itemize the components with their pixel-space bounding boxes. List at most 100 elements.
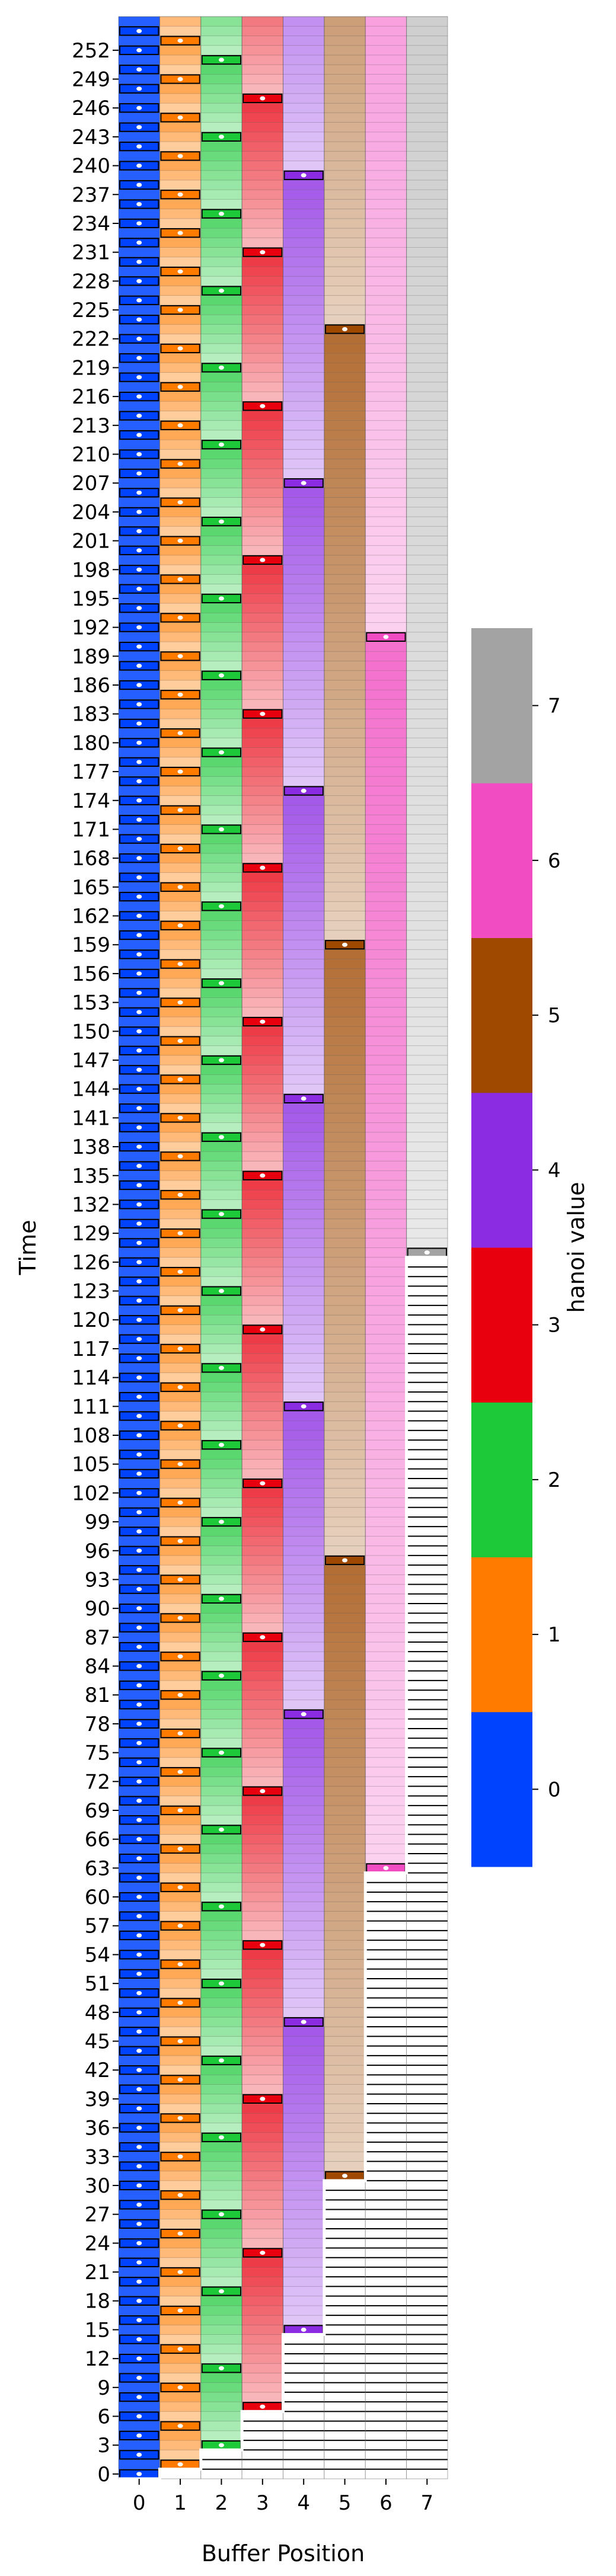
write-marker	[201, 1979, 242, 1989]
write-marker	[119, 1565, 159, 1575]
y-tick-label: 249	[72, 68, 110, 91]
y-tick-label: 129	[72, 1222, 110, 1246]
write-marker	[160, 920, 200, 930]
column-3	[241, 16, 283, 2479]
write-marker	[119, 372, 159, 382]
write-marker	[119, 103, 159, 113]
write-marker	[201, 824, 242, 834]
write-marker	[119, 1238, 159, 1248]
write-marker	[160, 1690, 200, 1700]
write-marker	[119, 584, 159, 594]
colorbar-tick-label: 7	[548, 695, 561, 718]
write-marker	[119, 2200, 159, 2210]
y-tick-label: 102	[72, 1481, 110, 1505]
write-marker	[160, 574, 200, 584]
write-marker	[119, 2065, 159, 2075]
y-tick-label: 198	[72, 558, 110, 582]
write-marker	[119, 1045, 159, 1055]
y-tick-label: 21	[85, 2261, 110, 2284]
write-marker	[283, 2325, 324, 2335]
write-marker	[242, 1324, 283, 1335]
y-tick-label: 90	[85, 1597, 110, 1621]
write-marker	[201, 1055, 242, 1065]
write-marker	[201, 2055, 242, 2066]
write-marker	[119, 315, 159, 325]
y-tick-label: 48	[85, 2001, 110, 2025]
write-marker	[119, 2296, 159, 2306]
y-tick-label: 27	[85, 2203, 110, 2227]
write-marker	[119, 1315, 159, 1325]
y-tick-label: 240	[72, 155, 110, 178]
write-marker	[160, 2075, 200, 2085]
write-marker	[201, 1209, 242, 1219]
write-marker	[119, 1930, 159, 1941]
y-tick-label: 222	[72, 328, 110, 351]
write-marker	[160, 2267, 200, 2277]
y-tick-label: 252	[72, 39, 110, 63]
write-marker	[119, 1757, 159, 1767]
write-marker	[119, 1738, 159, 1748]
write-marker	[160, 2190, 200, 2200]
x-tick-label: 2	[215, 2491, 228, 2515]
write-marker	[242, 1479, 283, 1489]
y-axis-ticks: 0369121518212427303336394245485154576063…	[72, 39, 119, 2487]
y-tick-label: 195	[72, 587, 110, 611]
y-tick-label: 135	[72, 1164, 110, 1188]
write-marker	[160, 2113, 200, 2123]
write-marker	[119, 795, 159, 805]
write-marker	[160, 536, 200, 546]
write-marker	[119, 1180, 159, 1191]
write-marker	[119, 891, 159, 902]
write-marker	[242, 401, 283, 411]
write-marker	[119, 1584, 159, 1594]
write-marker	[160, 1497, 200, 1508]
write-marker	[160, 843, 200, 854]
write-marker	[160, 805, 200, 815]
y-tick-label: 93	[85, 1568, 110, 1592]
write-marker	[119, 65, 159, 75]
write-marker	[160, 1036, 200, 1046]
write-marker	[160, 1382, 200, 1392]
write-marker	[201, 1748, 242, 1758]
y-tick-label: 141	[72, 1106, 110, 1130]
write-marker	[119, 545, 159, 555]
write-marker	[201, 2440, 242, 2450]
write-marker	[201, 901, 242, 911]
write-marker	[201, 978, 242, 988]
colorbar-tick-label: 4	[548, 1159, 561, 1182]
y-tick-label: 9	[97, 2376, 110, 2400]
x-tick-label: 4	[297, 2491, 310, 2515]
write-markers	[119, 26, 447, 2479]
write-marker	[160, 1805, 200, 1816]
y-tick-label: 156	[72, 962, 110, 986]
write-marker	[119, 1468, 159, 1479]
y-tick-label: 111	[72, 1395, 110, 1419]
write-marker	[119, 449, 159, 459]
write-marker	[119, 2161, 159, 2171]
write-marker	[242, 1016, 283, 1027]
write-marker	[119, 1719, 159, 1729]
write-marker	[119, 2373, 159, 2383]
x-axis-label: Buffer Position	[202, 2540, 365, 2567]
write-marker	[119, 257, 159, 267]
y-tick-label: 39	[85, 2088, 110, 2111]
write-marker	[242, 93, 283, 104]
write-marker	[119, 2142, 159, 2152]
write-marker	[160, 1151, 200, 1161]
write-marker	[119, 1353, 159, 1364]
write-marker	[160, 497, 200, 507]
write-marker	[119, 1950, 159, 1960]
y-tick-label: 165	[72, 876, 110, 900]
write-marker	[119, 699, 159, 709]
write-marker	[119, 2104, 159, 2114]
colorbar-label: hanoi value	[563, 1182, 589, 1313]
colorbar-tick-label: 2	[548, 1468, 561, 1492]
write-marker	[119, 1257, 159, 1267]
write-marker	[119, 276, 159, 286]
write-marker	[366, 632, 406, 642]
write-marker	[201, 1902, 242, 1912]
write-marker	[324, 2171, 365, 2181]
write-marker	[160, 997, 200, 1007]
y-tick-label: 108	[72, 1424, 110, 1448]
write-marker	[119, 353, 159, 363]
